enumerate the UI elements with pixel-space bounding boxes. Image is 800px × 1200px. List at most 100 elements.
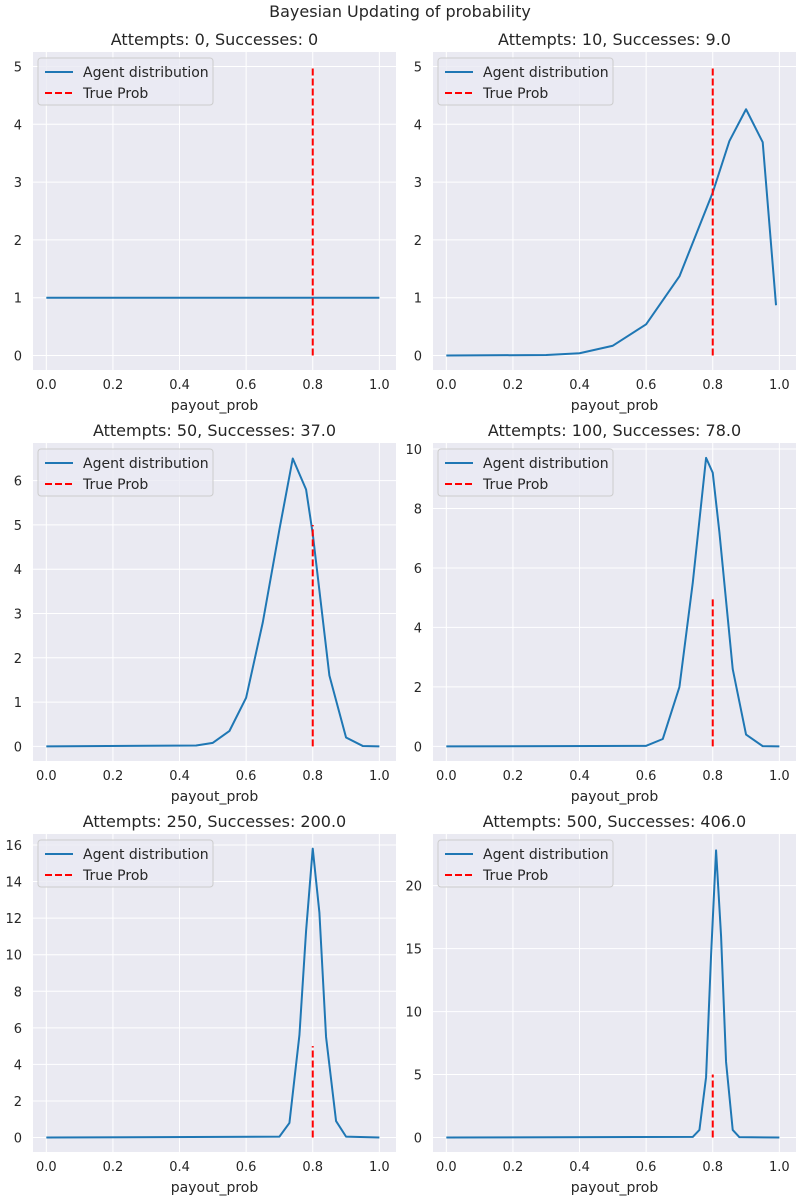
y-tick-label: 4	[14, 563, 22, 578]
y-tick-label: 2	[14, 1095, 22, 1110]
x-tick-label: 0.8	[702, 378, 723, 393]
y-tick-label: 20	[405, 880, 422, 895]
legend-label: True Prob	[82, 477, 148, 493]
legend-box	[437, 839, 614, 888]
x-tick-label: 0.8	[302, 378, 323, 393]
agent-distribution-line	[46, 457, 380, 748]
agent-distribution-line	[446, 849, 780, 1139]
y-tick-label: 8	[414, 502, 422, 517]
subplot-title: Attempts: 50, Successes: 37.0	[93, 421, 336, 440]
x-tick-label: 1.0	[769, 378, 790, 393]
x-tick-label: 0.4	[169, 378, 190, 393]
x-tick-label: 0.6	[236, 769, 257, 784]
legend-label: True Prob	[482, 477, 548, 493]
legend-label: Agent distribution	[83, 847, 209, 863]
y-tick-label: 4	[414, 621, 422, 636]
y-tick-label: 0	[414, 350, 422, 365]
legend: Agent distribution True Prob	[37, 57, 214, 106]
subplot-title: Attempts: 0, Successes: 0	[111, 30, 318, 49]
legend: Agent distribution True Prob	[37, 448, 214, 497]
y-tick-label: 5	[14, 519, 22, 534]
y-tick-label: 3	[14, 608, 22, 623]
y-tick-label: 5	[14, 60, 22, 75]
agent-distribution-line	[446, 456, 780, 748]
y-tick-label: 8	[14, 985, 22, 1000]
x-tick-label: 0.4	[169, 1160, 190, 1175]
y-tick-label: 6	[14, 1022, 22, 1037]
subplot-title: Attempts: 250, Successes: 200.0	[83, 812, 346, 831]
x-axis-label: payout_prob	[571, 789, 659, 805]
y-tick-label: 5	[414, 60, 422, 75]
legend: Agent distribution True Prob	[437, 57, 614, 106]
y-tick-label: 1	[414, 292, 422, 307]
chart-panel-1: 0.0 0.2 0.4 0.6 0.8 1.0 0 1 2 3 4 5 Attempts: 0, Suc…	[14, 30, 396, 414]
x-tick-label: 0.0	[436, 1160, 457, 1175]
y-tick-label: 1	[14, 696, 22, 711]
y-tick-label: 10	[405, 1006, 422, 1021]
x-tick-label: 0.2	[503, 769, 524, 784]
legend-label: Agent distribution	[83, 456, 209, 472]
legend-label: Agent distribution	[483, 65, 609, 81]
y-tick-label: 0	[14, 740, 22, 755]
y-tick-label: 2	[414, 681, 422, 696]
chart-panel-4: 0.0 0.2 0.4 0.6 0.8 1.0 0 2 4 6 8 10 Attempts: 100, …	[405, 421, 796, 805]
y-tick-label: 3	[14, 176, 22, 191]
legend-box	[437, 448, 614, 497]
legend: Agent distribution True Prob	[437, 839, 614, 888]
y-tick-label: 6	[414, 562, 422, 577]
x-tick-label: 0.2	[103, 769, 124, 784]
chart-panel-6: 0.0 0.2 0.4 0.6 0.8 1.0 0 5 10 15 20 Attempts: 500,…	[405, 812, 796, 1196]
legend-label: True Prob	[482, 868, 548, 884]
x-tick-label: 0.8	[702, 769, 723, 784]
y-tick-label: 4	[14, 118, 22, 133]
legend-label: Agent distribution	[483, 456, 609, 472]
y-tick-label: 0	[14, 1132, 22, 1147]
x-tick-label: 0.4	[169, 769, 190, 784]
x-axis-label: payout_prob	[171, 789, 259, 805]
y-tick-label: 5	[414, 1069, 422, 1084]
agent-distribution-line	[446, 108, 778, 357]
agent-distribution-line	[46, 847, 380, 1139]
legend-label: True Prob	[82, 868, 148, 884]
y-tick-label: 6	[14, 475, 22, 490]
x-axis-label: payout_prob	[571, 398, 659, 414]
x-tick-label: 0.6	[636, 769, 657, 784]
x-axis-label: payout_prob	[171, 1180, 259, 1196]
x-tick-label: 0.4	[569, 378, 590, 393]
y-tick-label: 2	[414, 234, 422, 249]
legend-label: Agent distribution	[83, 65, 209, 81]
x-tick-label: 0.0	[36, 378, 57, 393]
x-tick-label: 0.4	[569, 1160, 590, 1175]
x-axis-label: payout_prob	[171, 398, 259, 414]
x-tick-label: 0.2	[503, 1160, 524, 1175]
y-tick-label: 0	[14, 350, 22, 365]
y-tick-label: 4	[414, 118, 422, 133]
x-tick-label: 0.2	[503, 378, 524, 393]
y-tick-label: 10	[5, 949, 22, 964]
subplot-title: Attempts: 10, Successes: 9.0	[498, 30, 731, 49]
x-tick-label: 0.6	[636, 378, 657, 393]
subplot-title: Attempts: 100, Successes: 78.0	[488, 421, 741, 440]
y-tick-label: 4	[14, 1058, 22, 1073]
x-tick-label: 0.8	[302, 1160, 323, 1175]
x-tick-label: 0.0	[436, 769, 457, 784]
subplot-title: Attempts: 500, Successes: 406.0	[483, 812, 746, 831]
y-tick-label: 0	[414, 1132, 422, 1147]
legend: Agent distribution True Prob	[437, 448, 614, 497]
y-tick-label: 16	[5, 839, 22, 854]
y-tick-label: 2	[14, 234, 22, 249]
x-tick-label: 0.0	[36, 1160, 57, 1175]
legend-box	[37, 448, 214, 497]
x-tick-label: 0.2	[103, 378, 124, 393]
x-tick-label: 0.6	[636, 1160, 657, 1175]
y-tick-label: 12	[5, 912, 22, 927]
x-tick-label: 1.0	[369, 378, 390, 393]
x-tick-label: 0.2	[103, 1160, 124, 1175]
chart-panel-2: 0.0 0.2 0.4 0.6 0.8 1.0 0 1 2 3 4 5 Attempts: 10, Su…	[414, 30, 796, 414]
x-tick-label: 0.0	[36, 769, 57, 784]
legend-label: Agent distribution	[483, 847, 609, 863]
y-tick-label: 15	[405, 943, 422, 958]
x-tick-label: 0.8	[302, 769, 323, 784]
